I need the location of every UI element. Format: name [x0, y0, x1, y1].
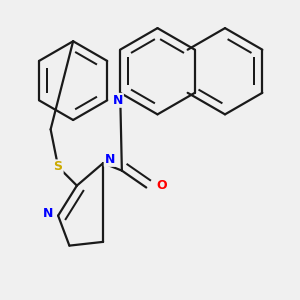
- Text: N: N: [42, 207, 53, 220]
- Text: N: N: [105, 153, 115, 166]
- Text: S: S: [54, 160, 63, 173]
- Text: O: O: [156, 179, 166, 192]
- Text: N: N: [112, 94, 123, 107]
